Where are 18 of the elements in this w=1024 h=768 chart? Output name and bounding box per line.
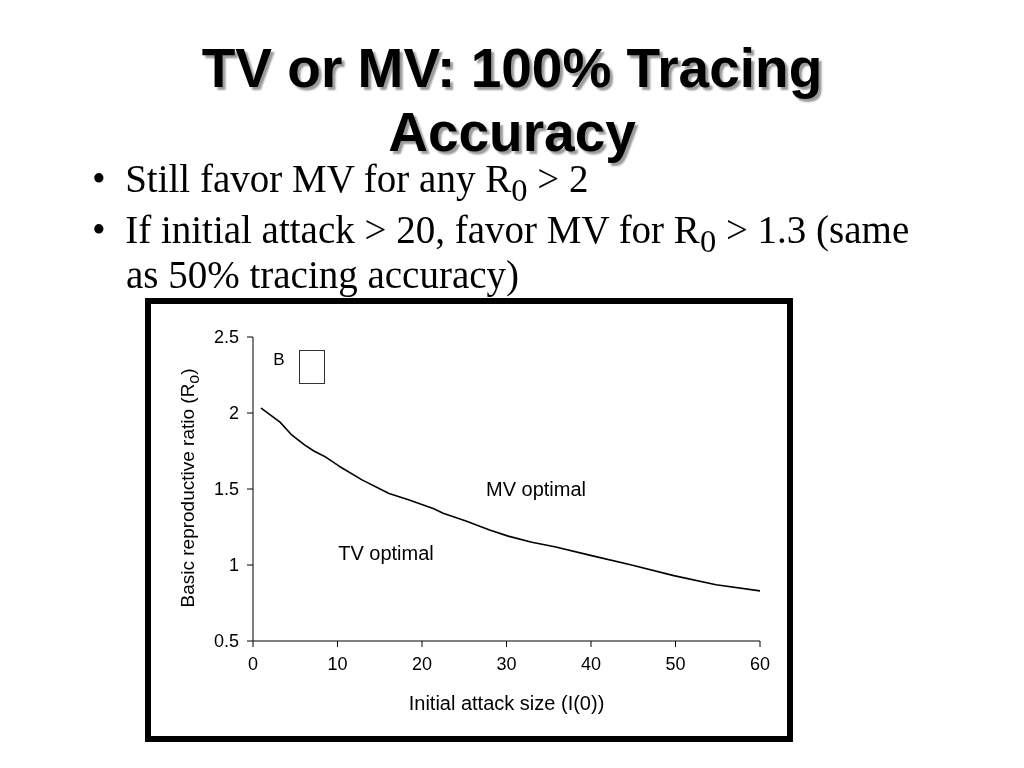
- x-tick-label: 20: [411, 653, 433, 674]
- y-tick-label: 2: [228, 403, 239, 424]
- x-tick-label: 60: [749, 653, 771, 674]
- x-tick-label: 10: [327, 653, 348, 674]
- y-tick-label: 0.5: [213, 631, 239, 652]
- y-tick-label: 1.5: [213, 479, 239, 500]
- y-tick-label: 2.5: [213, 327, 239, 348]
- annotation: B: [273, 350, 285, 370]
- x-tick-label: 40: [580, 653, 602, 674]
- x-tick-label: 0: [247, 653, 259, 674]
- annotation: MV optimal: [485, 477, 587, 501]
- x-tick-label: 50: [665, 653, 686, 674]
- x-axis-title: Initial attack size (I(0)): [408, 691, 605, 715]
- text: • If initial attack > 20, favor MV for R$_{0}$ > 1.3 (same as 50% tracing accuracy): [92, 208, 910, 296]
- line-series: [260, 407, 760, 592]
- y-tick-label: 1: [228, 555, 239, 576]
- x-tick-label: 30: [496, 653, 517, 674]
- annotation: TV optimal: [338, 541, 434, 565]
